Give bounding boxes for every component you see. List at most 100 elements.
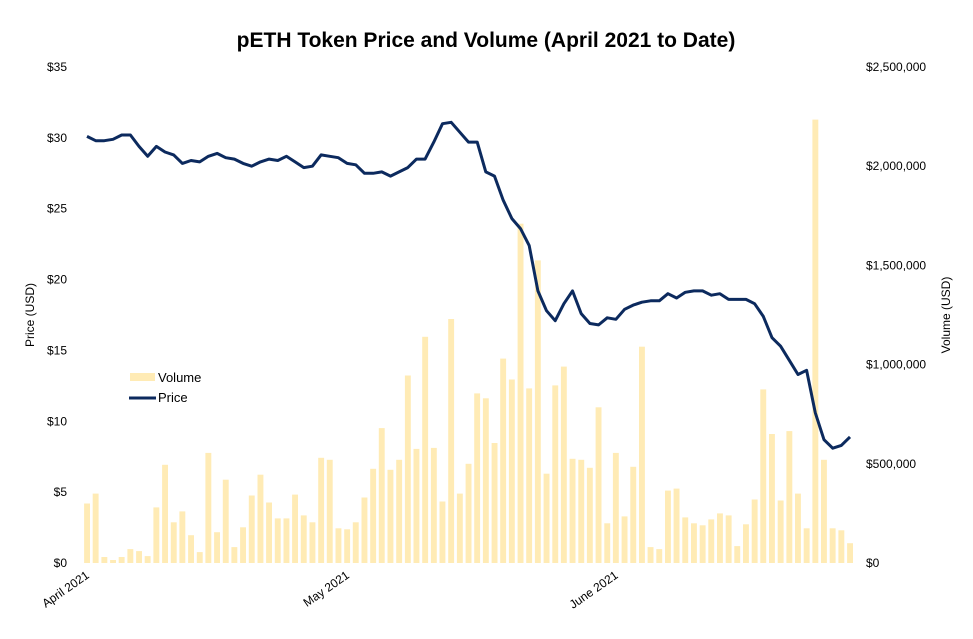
left-tick-label: $20 xyxy=(47,273,67,287)
volume-bar xyxy=(760,389,767,563)
volume-bar xyxy=(266,502,272,563)
x-axis: April 2021 May 2021 June 2021 xyxy=(39,568,620,612)
volume-bar xyxy=(274,518,281,563)
legend-volume-swatch xyxy=(130,373,155,381)
volume-bar xyxy=(777,500,784,563)
volume-bar xyxy=(656,549,663,563)
volume-bar xyxy=(630,466,637,563)
volume-bar xyxy=(508,379,515,563)
volume-bar xyxy=(552,385,559,563)
volume-bar xyxy=(300,515,307,563)
volume-bar xyxy=(708,519,715,563)
volume-bar xyxy=(430,447,437,563)
volume-bar xyxy=(257,474,264,563)
volume-bar xyxy=(491,443,498,563)
volume-bar xyxy=(543,473,550,563)
volume-bar xyxy=(179,511,186,563)
left-axis-label: Price (USD) xyxy=(23,283,37,347)
volume-bar xyxy=(465,463,472,563)
volume-bar xyxy=(248,495,255,563)
volume-bar xyxy=(144,556,151,563)
left-tick-label: $25 xyxy=(47,202,67,216)
volume-bar xyxy=(361,497,368,563)
volume-bar xyxy=(170,522,177,563)
right-tick-label: $1,500,000 xyxy=(866,258,926,272)
volume-bar xyxy=(786,431,793,563)
volume-bar xyxy=(482,398,489,563)
volume-bar xyxy=(734,546,741,563)
volume-bar xyxy=(604,523,611,563)
volume-bar xyxy=(578,459,585,563)
volume-bar xyxy=(673,488,680,563)
volume-bar xyxy=(621,516,628,563)
volume-bar xyxy=(292,494,298,563)
volume-bar xyxy=(691,523,697,563)
price-line xyxy=(86,120,852,450)
volume-bar xyxy=(352,522,359,563)
left-tick-label: $10 xyxy=(47,414,67,428)
volume-bar xyxy=(639,346,645,563)
volume-bars xyxy=(84,119,853,563)
left-tick-label: $30 xyxy=(47,131,67,145)
volume-bar xyxy=(829,528,836,563)
volume-bar xyxy=(699,525,706,563)
volume-bar xyxy=(196,552,203,563)
volume-bar xyxy=(751,499,758,563)
volume-bar xyxy=(474,393,481,563)
volume-bar xyxy=(110,560,116,563)
left-tick-label: $0 xyxy=(54,556,68,570)
volume-bar xyxy=(812,119,819,563)
volume-bar xyxy=(162,464,168,563)
volume-bar xyxy=(344,529,351,563)
volume-bar xyxy=(803,528,810,563)
right-tick-label: $2,500,000 xyxy=(866,60,926,74)
volume-bar xyxy=(84,503,90,563)
volume-bar xyxy=(534,260,541,563)
x-tick-label: April 2021 xyxy=(39,568,92,611)
volume-bar xyxy=(456,493,463,563)
volume-bar xyxy=(101,557,108,563)
legend: Volume Price xyxy=(129,370,201,405)
volume-bar xyxy=(743,524,749,563)
volume-bar xyxy=(612,452,619,563)
volume-bar xyxy=(231,547,238,563)
right-axis-label: Volume (USD) xyxy=(939,277,953,354)
left-tick-label: $35 xyxy=(47,60,67,74)
volume-bar xyxy=(665,490,671,563)
volume-bar xyxy=(153,507,160,563)
volume-bar xyxy=(586,467,593,563)
volume-bar xyxy=(188,535,194,563)
volume-bar xyxy=(396,459,403,563)
legend-price-label: Price xyxy=(158,390,188,405)
volume-bar xyxy=(205,452,212,563)
volume-bar xyxy=(118,557,125,563)
volume-bar xyxy=(595,407,602,563)
volume-bar xyxy=(838,530,845,563)
volume-bar xyxy=(526,388,533,563)
legend-volume-label: Volume xyxy=(158,370,201,385)
volume-bar xyxy=(309,522,316,563)
volume-bar xyxy=(283,518,290,563)
volume-bar xyxy=(647,547,654,563)
volume-bar xyxy=(136,551,142,563)
left-axis: $0 $5 $10 $15 $20 $25 $30 $35 xyxy=(47,60,67,570)
volume-bar xyxy=(222,479,229,563)
chart-title: pETH Token Price and Volume (April 2021 … xyxy=(237,29,736,52)
volume-bar xyxy=(413,448,420,563)
right-tick-label: $1,000,000 xyxy=(866,358,926,372)
volume-bar xyxy=(682,517,689,563)
volume-bar xyxy=(439,501,446,563)
volume-bar xyxy=(214,532,220,563)
volume-bar xyxy=(378,428,385,563)
volume-bar xyxy=(769,434,775,563)
right-tick-label: $2,000,000 xyxy=(866,159,926,173)
volume-bar xyxy=(326,459,333,563)
right-tick-label: $0 xyxy=(866,556,880,570)
right-axis: $0 $500,000 $1,000,000 $1,500,000 $2,000,000… xyxy=(866,60,926,570)
volume-bar xyxy=(240,527,246,563)
volume-bar xyxy=(717,513,723,563)
volume-bar xyxy=(795,493,801,563)
volume-bar xyxy=(569,458,576,563)
volume-bar xyxy=(387,469,394,563)
